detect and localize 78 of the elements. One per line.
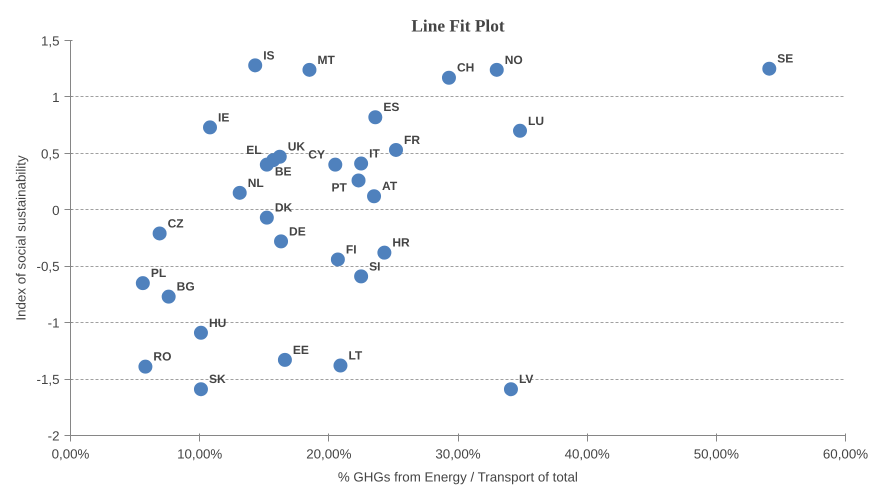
x-tick-label: 20,00% [306, 446, 352, 462]
y-tick-label: 1,5 [40, 34, 60, 48]
point [302, 62, 316, 77]
annotation: PL [150, 266, 166, 280]
point [367, 189, 382, 204]
y-tick-label: -2 [48, 428, 60, 444]
annotation: EL [246, 143, 262, 158]
annotation: FI [346, 242, 357, 256]
annotation: DE [289, 224, 306, 238]
annotation: ES [383, 100, 400, 114]
point [504, 382, 518, 396]
annotation: FR [404, 132, 420, 147]
point [330, 252, 345, 266]
x-tick-label: 10,00% [177, 446, 222, 462]
y-tick-label: 0,5 [40, 146, 60, 162]
point [260, 210, 274, 225]
point [162, 290, 176, 304]
annotation: CZ [168, 216, 184, 230]
annotation: RO [153, 350, 172, 364]
annotation: SE [777, 52, 794, 66]
annotation: NO [504, 52, 523, 67]
point [490, 62, 504, 77]
annotation: IS [263, 48, 275, 62]
annotation: LV [518, 372, 534, 386]
point [152, 226, 167, 240]
annotation: SI [369, 259, 380, 274]
y-tick-label: 0 [52, 202, 60, 218]
annotation: NL [248, 176, 264, 190]
point [333, 358, 348, 373]
point [194, 382, 208, 396]
x-tick-label: 50,00% [694, 446, 740, 462]
point [274, 234, 288, 248]
chart-title: Line Fit Plot [411, 16, 505, 36]
point [354, 269, 368, 284]
point [368, 110, 382, 124]
annotation: CY [308, 148, 325, 162]
annotation: UK [288, 140, 306, 154]
point [442, 70, 456, 85]
point [513, 124, 527, 138]
x-tick-label: 60,00% [822, 446, 868, 462]
y-tick-label: -1,5 [36, 372, 60, 388]
point [762, 62, 776, 76]
point [248, 58, 262, 72]
annotation: SK [208, 372, 226, 386]
annotation: IE [218, 110, 230, 124]
annotation: AT [382, 179, 398, 194]
annotation: PT [332, 180, 348, 194]
y-axis-title: Index of social sustainability [14, 155, 29, 321]
point [278, 352, 292, 367]
y-tick-label: -0,5 [36, 259, 60, 274]
x-tick-label: 0,00% [52, 446, 90, 462]
point [136, 276, 150, 290]
point [138, 360, 152, 374]
point [328, 158, 342, 172]
point [260, 158, 274, 172]
y-tick-label: -1 [48, 316, 60, 331]
annotation: BE [274, 164, 292, 179]
annotation: LT [348, 348, 363, 363]
annotation: EE [292, 342, 309, 357]
annotation: BG [176, 280, 195, 294]
annotation: HR [392, 236, 410, 250]
annotation: MT [317, 52, 336, 67]
y-tick-label: 1 [52, 90, 60, 105]
point [232, 186, 247, 200]
point [203, 120, 217, 134]
x-tick-label: 40,00% [564, 446, 610, 462]
point [377, 246, 392, 260]
x-tick-label: 30,00% [435, 446, 481, 462]
point [389, 142, 403, 157]
annotation: CH [456, 60, 474, 75]
point [354, 156, 368, 170]
point [352, 173, 366, 188]
annotation: LU [528, 114, 544, 128]
annotation: HU [208, 316, 226, 330]
x-axis-title: % GHGs from Energy / Transport of total [338, 470, 578, 484]
point [194, 326, 208, 340]
annotation: IT [369, 146, 380, 161]
annotation: DK [274, 200, 292, 215]
